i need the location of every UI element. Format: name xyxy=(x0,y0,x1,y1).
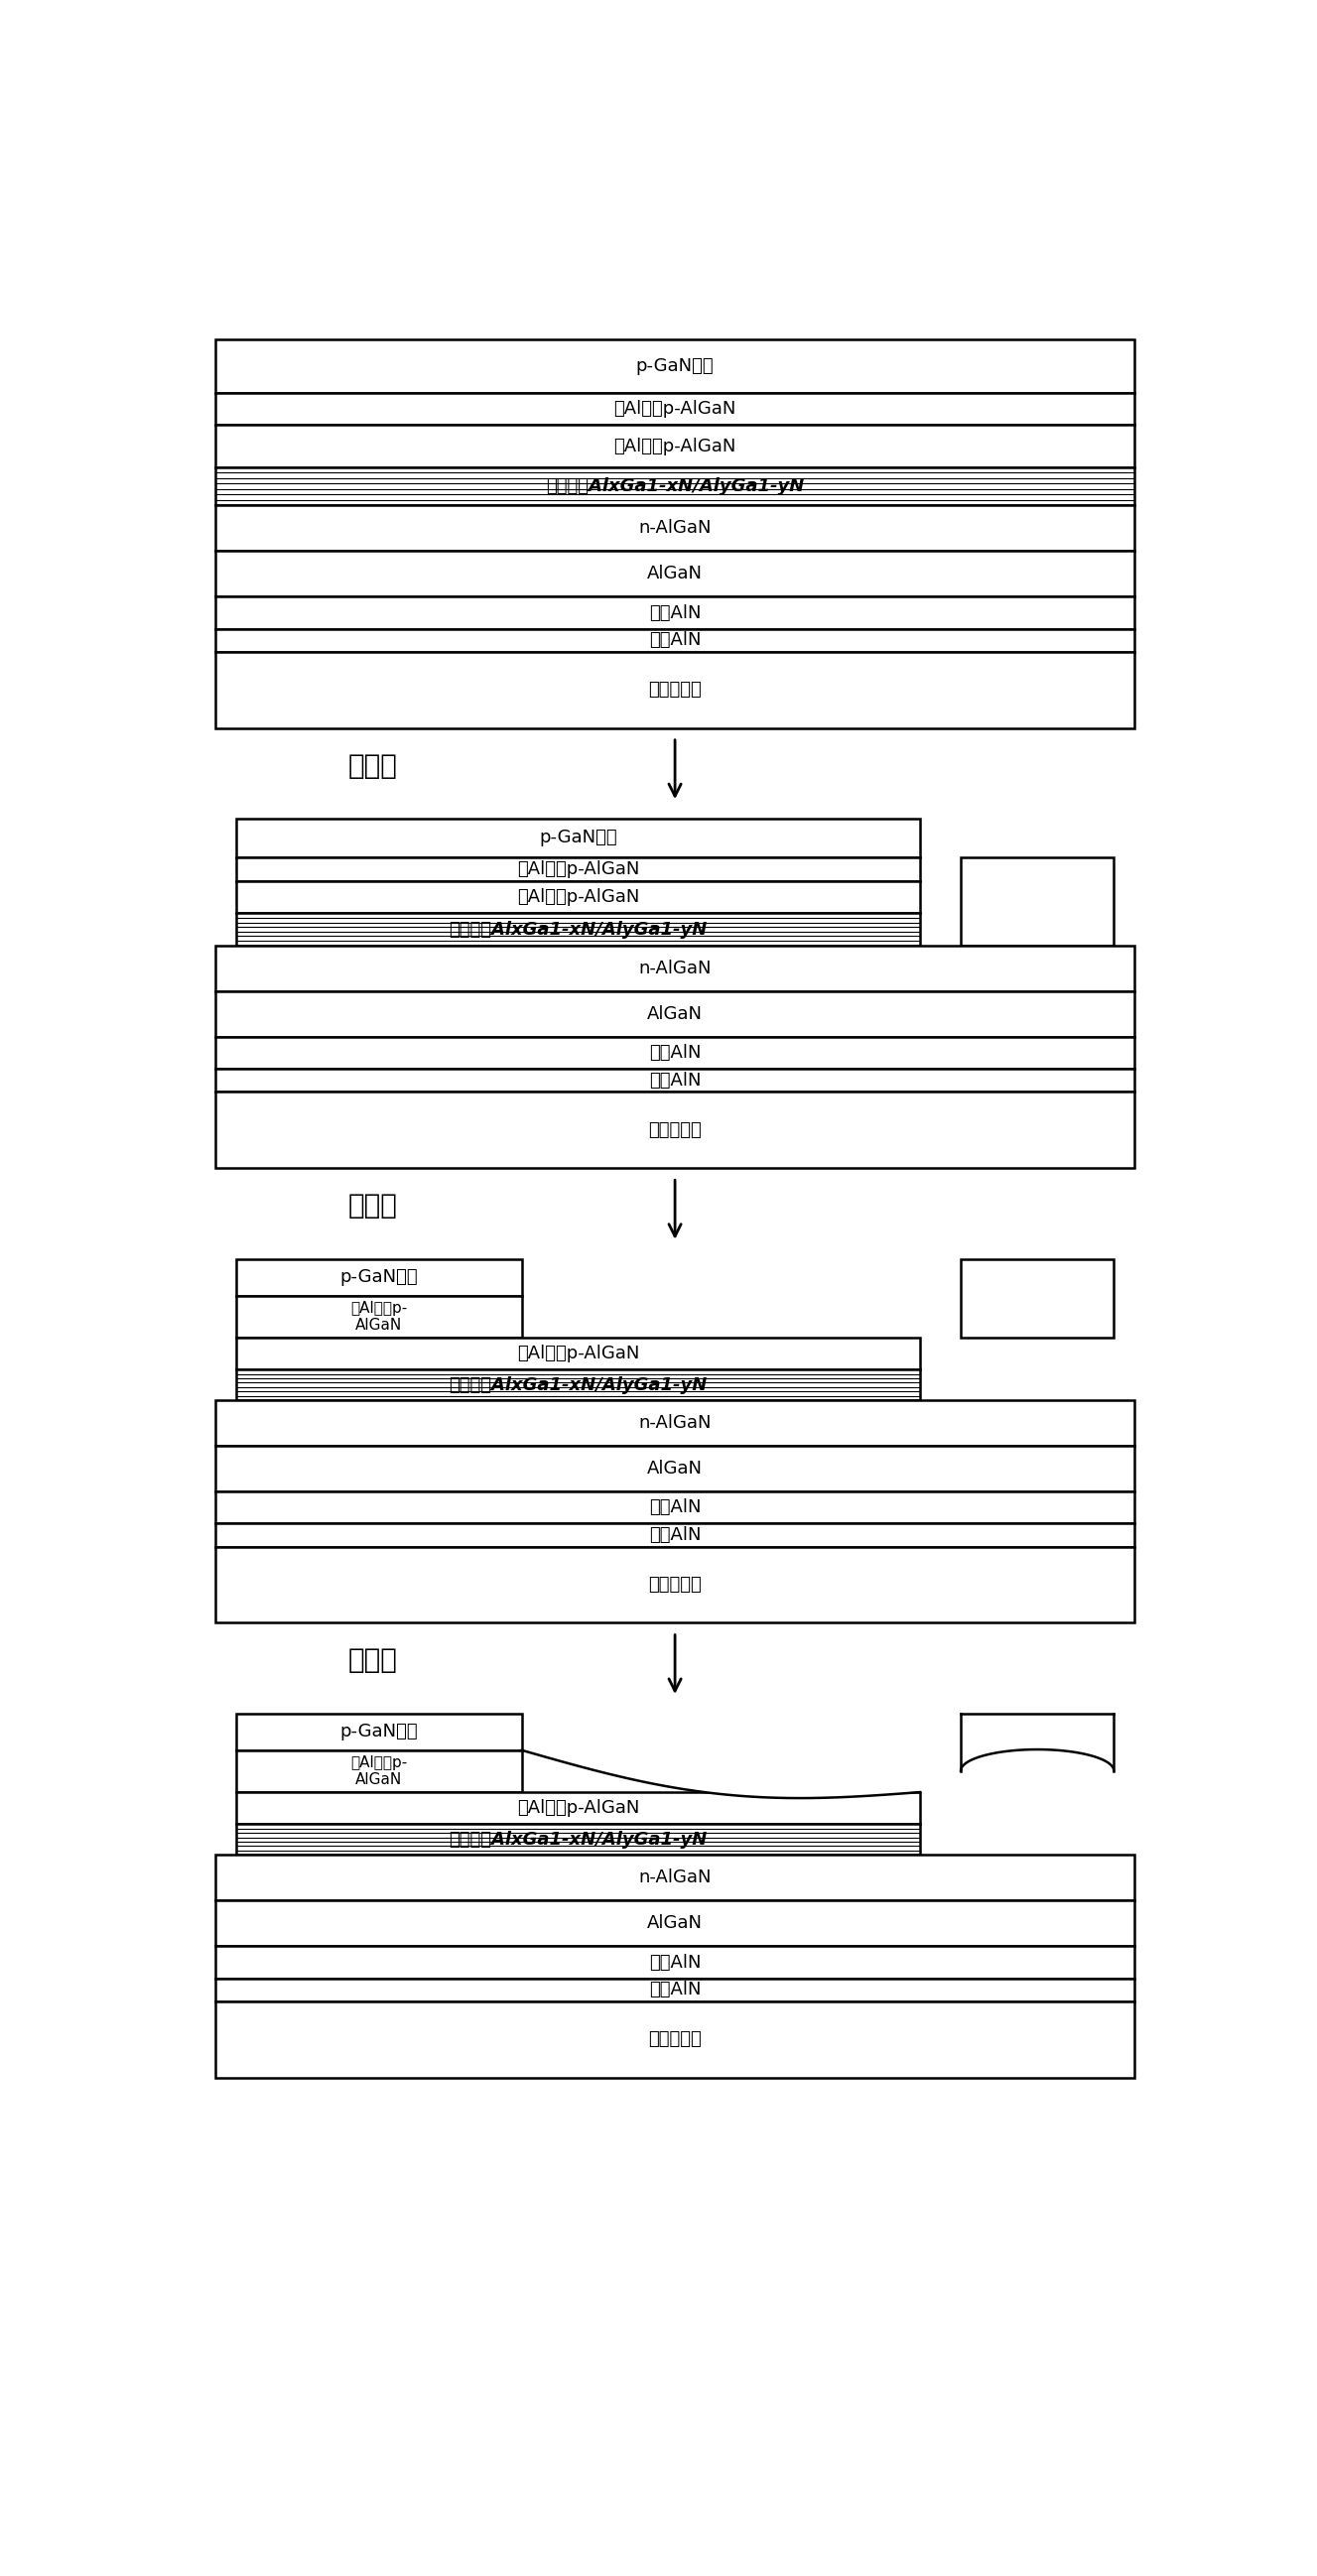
Bar xyxy=(216,1492,1134,1522)
Text: p-GaN冒层: p-GaN冒层 xyxy=(340,1267,417,1285)
Bar xyxy=(216,598,1134,629)
Bar xyxy=(216,1522,1134,1546)
Text: 高Al组分p-AlGaN: 高Al组分p-AlGaN xyxy=(614,438,736,456)
Text: 低温AlN: 低温AlN xyxy=(649,1981,701,1999)
Bar xyxy=(216,945,1134,992)
Bar xyxy=(216,992,1134,1038)
Text: 蓝宝石衬底: 蓝宝石衬底 xyxy=(648,2030,702,2048)
Bar xyxy=(216,394,1134,425)
Bar xyxy=(216,1445,1134,1492)
Text: 第二步: 第二步 xyxy=(348,1193,398,1221)
Text: 蓝宝石衬底: 蓝宝石衬底 xyxy=(648,680,702,698)
Bar xyxy=(216,629,1134,652)
Bar xyxy=(216,466,1134,505)
Bar xyxy=(236,1370,919,1401)
Bar xyxy=(216,425,1134,466)
Bar xyxy=(216,1401,1134,1445)
Text: 第一步: 第一步 xyxy=(348,752,398,781)
Text: 高温AlN: 高温AlN xyxy=(649,603,701,621)
Text: p-GaN冒层: p-GaN冒层 xyxy=(636,358,714,376)
Text: p-GaN冒层: p-GaN冒层 xyxy=(340,1723,417,1741)
Text: 多量子阱AlxGa1-xN/AlyGa1-yN: 多量子阱AlxGa1-xN/AlyGa1-yN xyxy=(449,1832,707,1850)
Text: AlGaN: AlGaN xyxy=(647,564,703,582)
Bar xyxy=(236,858,919,881)
Text: 蓝宝石衬底: 蓝宝石衬底 xyxy=(648,1577,702,1595)
Bar xyxy=(216,1069,1134,1092)
Bar xyxy=(236,881,919,914)
Text: 高温AlN: 高温AlN xyxy=(649,1499,701,1517)
Text: 高Al组分p-AlGaN: 高Al组分p-AlGaN xyxy=(516,1798,639,1816)
Bar xyxy=(216,1947,1134,1978)
Bar xyxy=(236,1337,919,1370)
Bar xyxy=(236,819,919,858)
Text: n-AlGaN: n-AlGaN xyxy=(639,958,711,976)
Bar xyxy=(216,1092,1134,1167)
Text: 高Al组分p-AlGaN: 高Al组分p-AlGaN xyxy=(516,889,639,907)
Bar xyxy=(236,1296,522,1337)
Text: p-GaN冒层: p-GaN冒层 xyxy=(539,829,618,848)
Bar xyxy=(961,1260,1114,1337)
Text: AlGaN: AlGaN xyxy=(647,1461,703,1479)
Text: 第三步: 第三步 xyxy=(348,1646,398,1674)
Text: AlGaN: AlGaN xyxy=(647,1914,703,1932)
Text: AlGaN: AlGaN xyxy=(647,1005,703,1023)
Text: n-AlGaN: n-AlGaN xyxy=(639,520,711,536)
Text: 低温AlN: 低温AlN xyxy=(649,631,701,649)
Text: 高温AlN: 高温AlN xyxy=(649,1953,701,1971)
Text: 多量子阱AlxGa1-xN/AlyGa1-yN: 多量子阱AlxGa1-xN/AlyGa1-yN xyxy=(449,920,707,938)
Bar xyxy=(236,1793,919,1824)
Text: 低Al组分p-AlGaN: 低Al组分p-AlGaN xyxy=(614,399,736,417)
Bar xyxy=(236,1824,919,1855)
Bar xyxy=(216,1901,1134,1947)
Bar xyxy=(216,505,1134,551)
Polygon shape xyxy=(522,1749,921,1798)
Text: 高Al组分p-AlGaN: 高Al组分p-AlGaN xyxy=(516,1345,639,1363)
Text: 低Al组分p-
AlGaN: 低Al组分p- AlGaN xyxy=(350,1301,407,1332)
Bar xyxy=(216,1038,1134,1069)
Bar xyxy=(216,1978,1134,2002)
Bar xyxy=(236,1260,522,1296)
Bar xyxy=(216,652,1134,729)
Bar xyxy=(216,1546,1134,1623)
Text: 高温AlN: 高温AlN xyxy=(649,1043,701,1061)
Text: 低Al组分p-
AlGaN: 低Al组分p- AlGaN xyxy=(350,1754,407,1788)
Bar xyxy=(236,1749,522,1793)
Bar xyxy=(216,340,1134,394)
Bar xyxy=(216,1855,1134,1901)
Bar xyxy=(216,551,1134,598)
Text: 低温AlN: 低温AlN xyxy=(649,1072,701,1090)
Text: 多量子阱AlxGa1-xN/AlyGa1-yN: 多量子阱AlxGa1-xN/AlyGa1-yN xyxy=(545,477,805,495)
Bar xyxy=(961,858,1114,945)
Text: 蓝宝石衬底: 蓝宝石衬底 xyxy=(648,1121,702,1139)
Text: 多量子阱AlxGa1-xN/AlyGa1-yN: 多量子阱AlxGa1-xN/AlyGa1-yN xyxy=(449,1376,707,1394)
Text: 低温AlN: 低温AlN xyxy=(649,1525,701,1543)
Bar xyxy=(216,2002,1134,2076)
Text: n-AlGaN: n-AlGaN xyxy=(639,1868,711,1886)
Text: n-AlGaN: n-AlGaN xyxy=(639,1414,711,1432)
Bar xyxy=(236,914,919,945)
Text: 低Al组分p-AlGaN: 低Al组分p-AlGaN xyxy=(516,860,639,878)
Bar xyxy=(236,1713,522,1749)
